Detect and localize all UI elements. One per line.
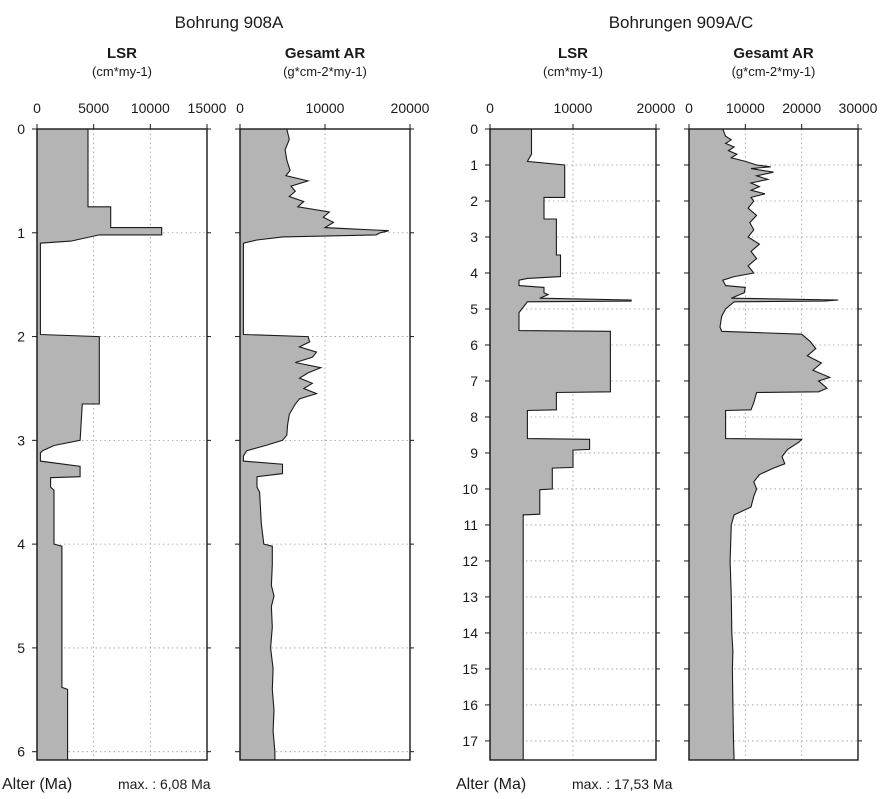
panel-3-series-area [688, 128, 839, 761]
panel-2-ytick-label-10: 10 [462, 481, 478, 497]
panel-1-xtick-label-0: 0 [236, 100, 244, 116]
footer-max-right: max. : 17,53 Ma [572, 776, 673, 792]
panel-0-frame [36, 128, 208, 761]
x-caption-right: Alter (Ma) [456, 776, 526, 793]
panel-2-ytick-label-9: 9 [470, 445, 478, 461]
footer-max-left: max. : 6,08 Ma [118, 776, 211, 792]
panel-3-unit: (g*cm-2*my-1) [732, 64, 816, 79]
panel-2-ytick-label-12: 12 [462, 553, 478, 569]
panel-2-ytick-label-17: 17 [462, 733, 478, 749]
panel-3-xtick-label-0: 0 [685, 100, 693, 116]
panel-2-ytick-label-2: 2 [470, 193, 478, 209]
panel-2-ytick-label-3: 3 [470, 229, 478, 245]
panel-2-title: LSR [558, 45, 588, 62]
panel-2-ytick-label-15: 15 [462, 661, 478, 677]
panel-0-ytick-label-4: 4 [17, 536, 25, 552]
panel-3-xtick-label-3: 30000 [839, 100, 878, 116]
panel-0-xtick-label-1: 5000 [78, 100, 109, 116]
panel-3-frame [688, 128, 859, 761]
panel-2-ytick-label-0: 0 [470, 121, 478, 137]
panel-1-title: Gesamt AR [285, 45, 365, 62]
panel-2-ytick-label-7: 7 [470, 373, 478, 389]
panel-0-xtick-label-2: 10000 [131, 100, 170, 116]
panel-2-xtick-label-0: 0 [486, 100, 494, 116]
panel-0-ytick-label-0: 0 [17, 121, 25, 137]
panel-2-ytick-label-4: 4 [470, 265, 478, 281]
panel-1-unit: (g*cm-2*my-1) [283, 64, 367, 79]
panel-0-ytick-label-2: 2 [17, 329, 25, 345]
group-title-908a: Bohrung 908A [175, 13, 284, 32]
panel-2-ytick-label-14: 14 [462, 625, 478, 641]
panel-0-unit: (cm*my-1) [92, 64, 152, 79]
panel-0-ytick-label-1: 1 [17, 225, 25, 241]
panel-0-xtick-label-0: 0 [33, 100, 41, 116]
group-title-909ac: Bohrungen 909A/C [609, 13, 754, 32]
panel-2-ytick-label-6: 6 [470, 337, 478, 353]
panel-0-xtick-label-3: 15000 [188, 100, 227, 116]
panel-2-ytick-label-16: 16 [462, 697, 478, 713]
panel-2-ytick-label-1: 1 [470, 157, 478, 173]
panel-1-xtick-label-2: 20000 [391, 100, 430, 116]
panel-3-xtick-label-1: 10000 [726, 100, 765, 116]
panel-3-xtick-label-2: 20000 [782, 100, 821, 116]
panel-0-ytick-label-3: 3 [17, 432, 25, 448]
panel-2-xtick-label-1: 10000 [554, 100, 593, 116]
panel-0-ytick-label-6: 6 [17, 744, 25, 760]
panel-2-ytick-label-13: 13 [462, 589, 478, 605]
panel-1-series-area [239, 128, 389, 761]
panel-0-title: LSR [107, 45, 137, 62]
panel-2-ytick-label-11: 11 [463, 517, 478, 533]
panel-0-ytick-label-5: 5 [17, 640, 25, 656]
x-caption-left: Alter (Ma) [2, 776, 72, 793]
panel-1-xtick-label-1: 10000 [306, 100, 345, 116]
plots-layer: LSR(cm*my-1)0 5000 10000 150000123456Gesamt… [17, 45, 878, 761]
panel-2-xtick-label-2: 20000 [637, 100, 676, 116]
panel-2-ytick-label-5: 5 [470, 301, 478, 317]
panel-2-ytick-label-8: 8 [470, 409, 478, 425]
panel-2-unit: (cm*my-1) [543, 64, 603, 79]
panel-0-series-area [36, 128, 163, 761]
panel-3-title: Gesamt AR [733, 45, 813, 62]
panel-2-series-area [489, 128, 632, 761]
